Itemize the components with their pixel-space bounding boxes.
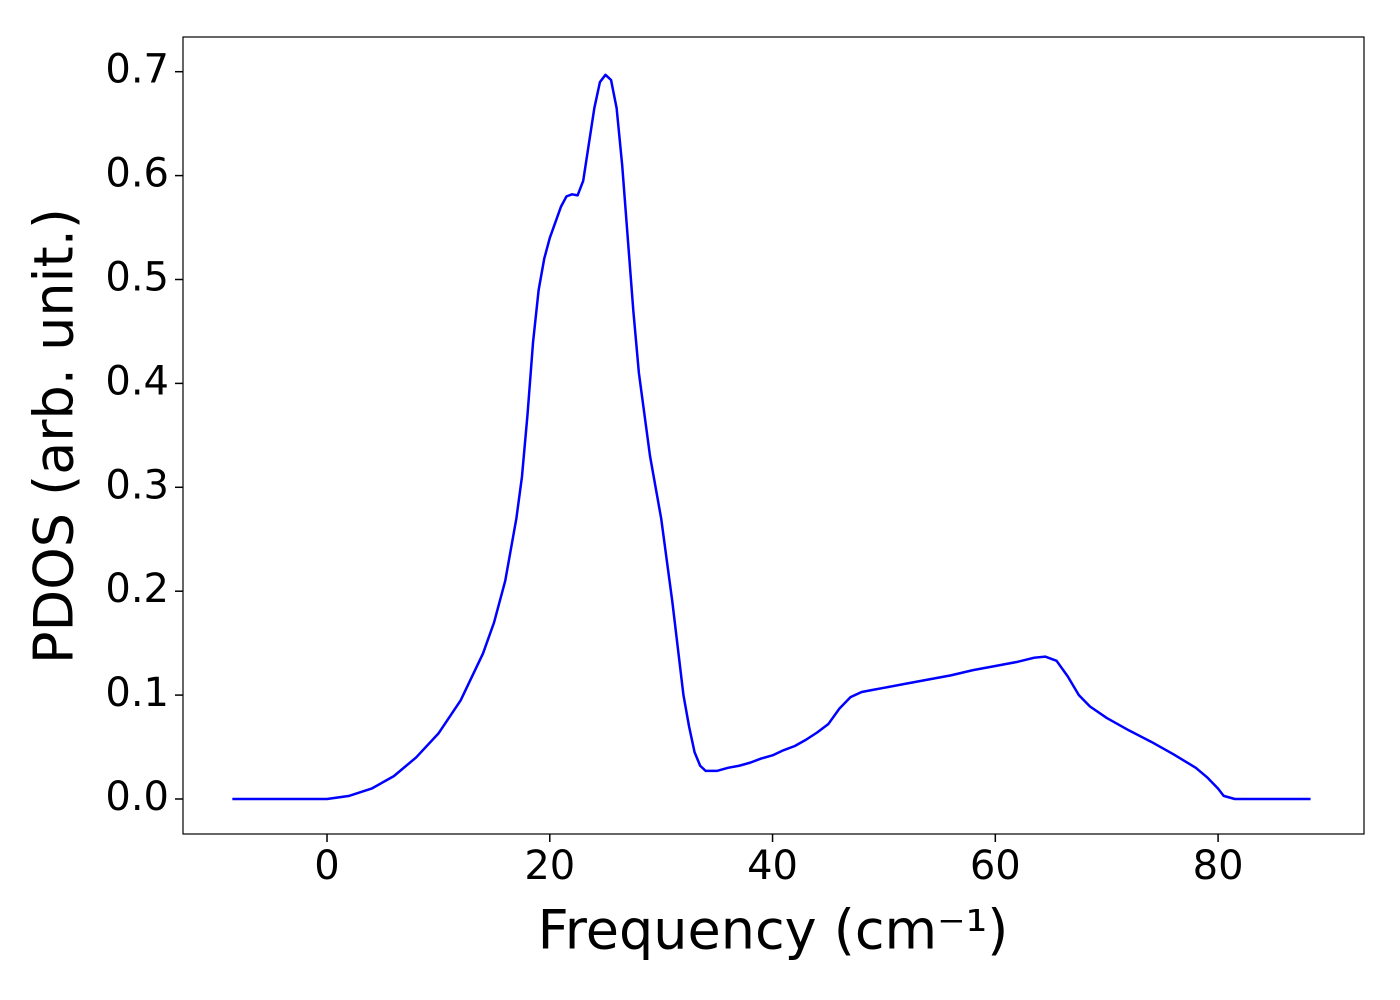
y-tick-label: 0.5	[105, 254, 169, 300]
x-axis-label: Frequency (cm⁻¹)	[538, 899, 1009, 962]
y-tick-label: 0.7	[105, 47, 169, 93]
y-tick-label: 0.6	[105, 151, 169, 197]
y-tick-label: 0.3	[105, 462, 169, 508]
x-tick-label: 0	[314, 843, 339, 889]
y-tick-label: 0.1	[105, 670, 169, 716]
y-tick-label: 0.4	[105, 358, 169, 404]
plot-frame	[182, 36, 1365, 835]
y-tick-label: 0.0	[105, 774, 169, 820]
y-tick-label: 0.2	[105, 566, 169, 612]
x-tick-label: 40	[747, 843, 798, 889]
x-tick-label: 80	[1193, 843, 1244, 889]
x-tick-label: 20	[524, 843, 575, 889]
y-axis-label: PDOS (arb. unit.)	[23, 208, 86, 664]
line	[232, 73, 1311, 801]
x-tick-label: 60	[970, 843, 1021, 889]
